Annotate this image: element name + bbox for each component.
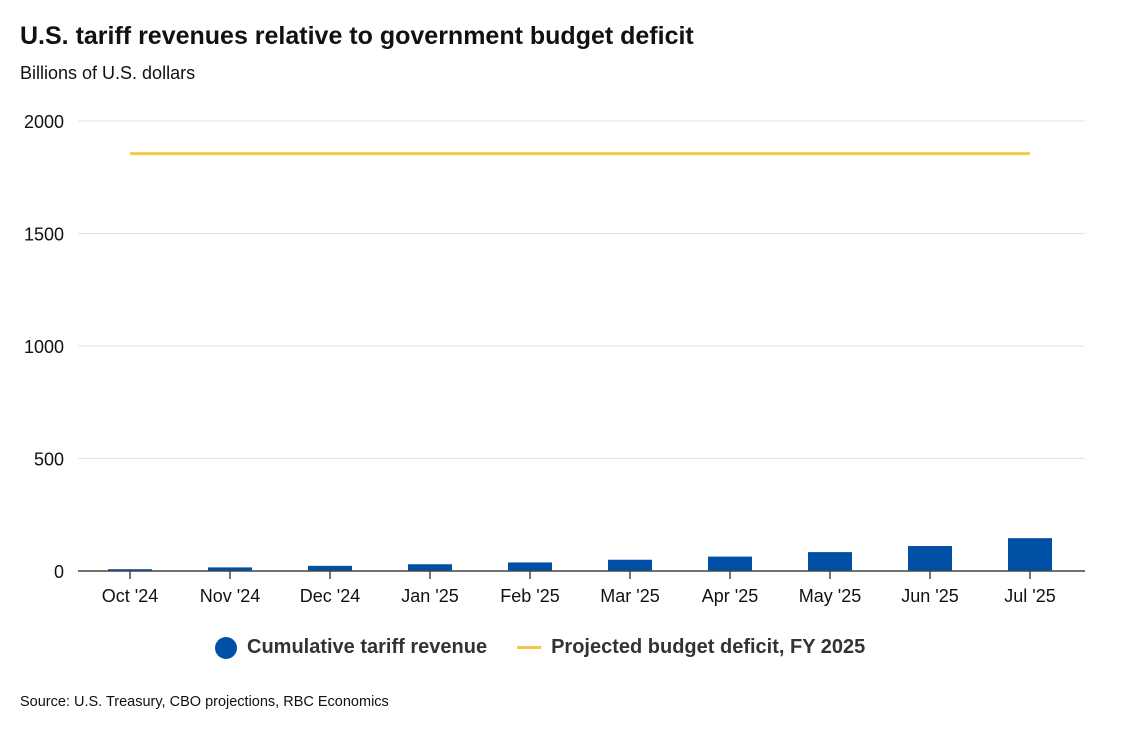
x-tick-label: Apr '25 <box>702 586 758 606</box>
source-note: Source: U.S. Treasury, CBO projections, … <box>20 694 389 710</box>
x-tick-label: Jun '25 <box>901 586 958 606</box>
y-tick-label: 1500 <box>24 225 64 245</box>
bar <box>608 559 652 571</box>
x-tick-label: Nov '24 <box>200 586 260 606</box>
chart-subtitle: Billions of U.S. dollars <box>20 63 196 83</box>
x-tick-label: Jul '25 <box>1004 586 1055 606</box>
bar <box>908 546 952 571</box>
legend-swatch-revenue <box>215 636 237 659</box>
bar <box>208 567 252 571</box>
bar <box>308 565 352 571</box>
legend-label-revenue: Cumulative tariff revenue <box>247 636 488 658</box>
bar <box>108 569 152 571</box>
x-tick-label: Dec '24 <box>300 586 360 606</box>
bar <box>1008 538 1052 571</box>
bar <box>808 552 852 571</box>
y-tick-label: 0 <box>54 562 64 582</box>
legend: Cumulative tariff revenue Projected budg… <box>215 636 865 659</box>
y-tick-label: 500 <box>34 450 64 470</box>
legend-swatch-deficit <box>517 646 542 649</box>
legend-label-deficit: Projected budget deficit, FY 2025 <box>551 636 866 658</box>
y-tick-label: 1000 <box>24 337 64 357</box>
x-tick-label: Feb '25 <box>500 586 559 606</box>
x-tick-label: Oct '24 <box>102 586 158 606</box>
x-tick-label: Jan '25 <box>401 586 458 606</box>
bar <box>508 562 552 571</box>
bar <box>708 556 752 571</box>
chart-title: U.S. tariff revenues relative to governm… <box>20 22 694 50</box>
x-tick-label: Mar '25 <box>600 586 659 606</box>
x-tick-label: May '25 <box>799 586 861 606</box>
bar <box>408 564 452 571</box>
y-tick-label: 2000 <box>24 112 64 132</box>
